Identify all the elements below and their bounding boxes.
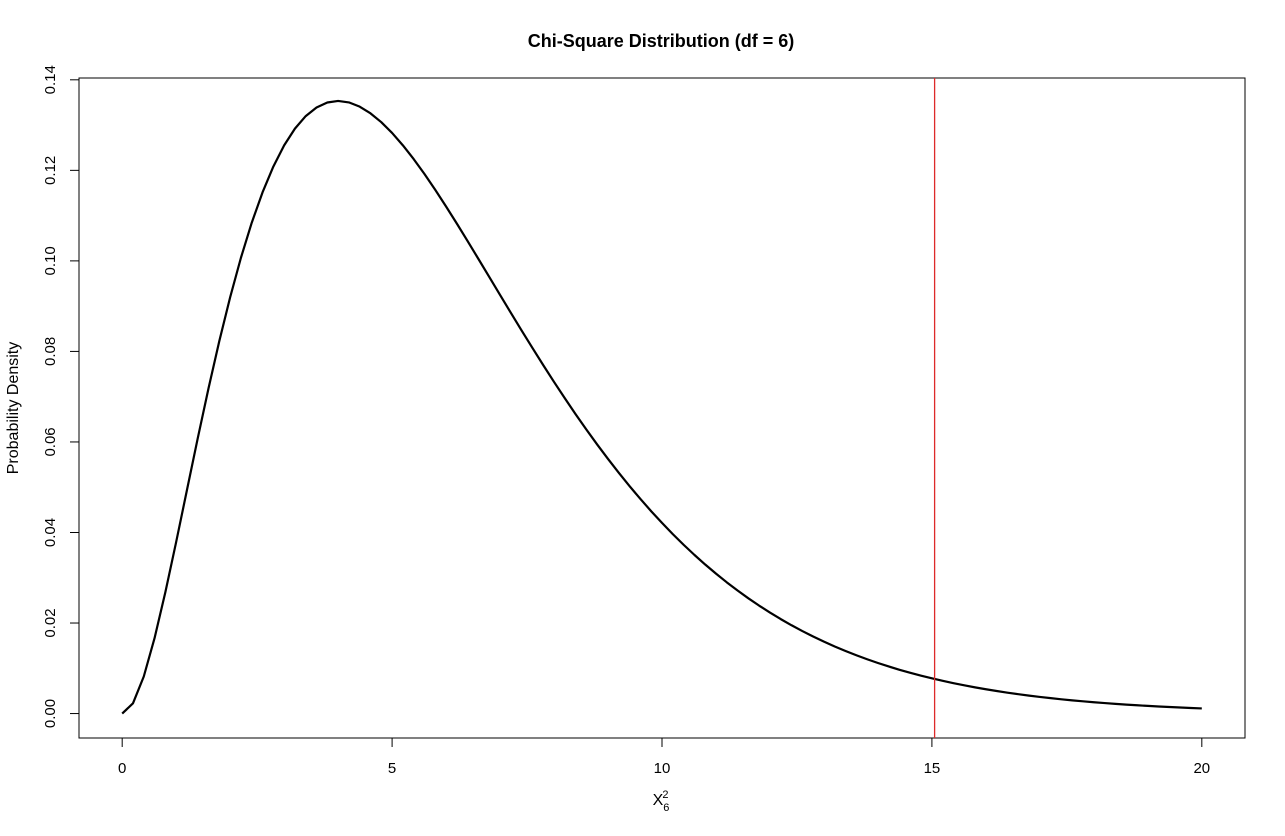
x-axis-label-subscript: 6 [663, 802, 669, 814]
density-curve [121, 99, 1202, 715]
x-tick-label: 5 [388, 760, 396, 777]
x-tick-label: 15 [924, 760, 941, 777]
y-tick-label: 0.04 [42, 518, 59, 547]
chart-title: Chi-Square Distribution (df = 6) [528, 31, 795, 51]
y-tick-label: 0.00 [42, 699, 59, 728]
y-axis-label: Probability Density [5, 342, 22, 475]
plot-frame [78, 77, 1246, 739]
y-tick-label: 0.02 [42, 608, 59, 637]
y-tick-label: 0.06 [42, 427, 59, 456]
x-axis-label: X62 [653, 789, 670, 814]
x-tick-label: 0 [118, 760, 126, 777]
x-axis: 0 5 10 15 20 [118, 737, 1210, 777]
x-tick-label: 20 [1193, 760, 1210, 777]
y-axis: 0.00 0.02 0.04 0.06 0.08 0.10 0.12 0.14 [42, 65, 80, 728]
x-axis-label-main: X [653, 792, 664, 809]
y-tick-label: 0.08 [42, 337, 59, 366]
x-tick-label: 10 [654, 760, 671, 777]
x-axis-label-superscript: 2 [662, 789, 668, 801]
y-tick-label: 0.12 [42, 156, 59, 185]
y-tick-label: 0.10 [42, 246, 59, 275]
y-tick-label: 0.14 [42, 65, 59, 94]
series-layer [121, 99, 1202, 715]
